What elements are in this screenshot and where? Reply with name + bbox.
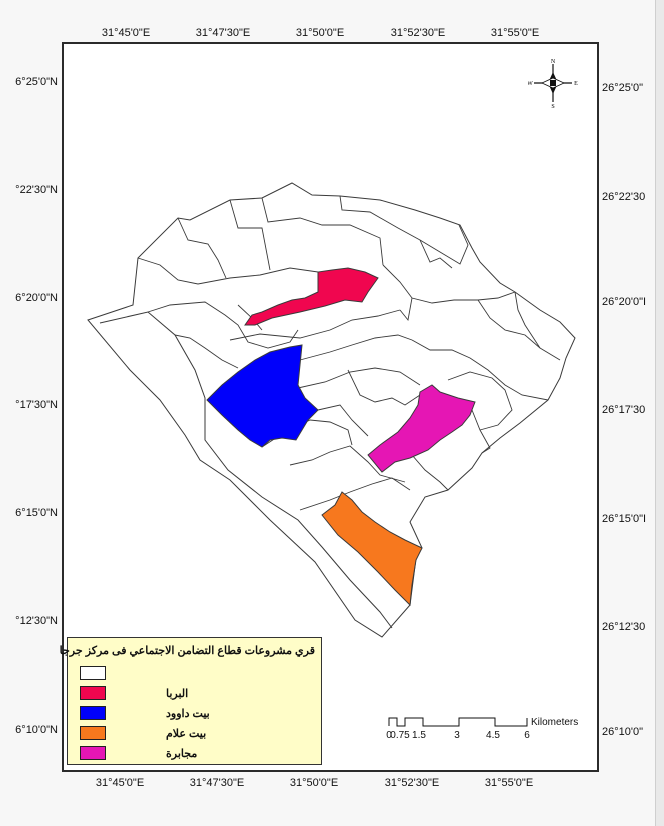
left-tick-7: 6°10'0"N — [15, 724, 58, 736]
legend-row-other — [80, 666, 316, 682]
legend-title: قري مشروعات قطاع التضامن الاجتماعي فى مر… — [59, 645, 315, 657]
compass-s: S — [551, 104, 554, 108]
scale-label-0: 0 — [386, 730, 392, 741]
legend-swatch-beit-allam — [80, 726, 106, 740]
bottom-tick-5: 31°55'0"E — [484, 777, 534, 789]
legend-row-beit-allam: بيت علام — [80, 726, 316, 742]
page-edge — [655, 0, 664, 826]
scale-unit: Kilometers — [531, 717, 579, 728]
legend-swatch-other — [80, 666, 106, 680]
legend-swatch-albarba — [80, 686, 106, 700]
compass-e: E — [574, 81, 578, 87]
legend-label-beit-allam: بيت علام — [166, 728, 207, 740]
legend-label-mujabra: مجابرة — [166, 748, 198, 760]
left-tick-2: °22'30"N — [15, 184, 58, 196]
legend-row-albarba: البربا — [80, 686, 316, 702]
legend-swatch-mujabra — [80, 746, 106, 760]
top-tick-4: 31°52'30"E — [390, 27, 446, 39]
district-outline — [87, 182, 576, 638]
scale-label-4: 4.5 — [486, 730, 500, 741]
scale-bar: Kilometers 0 0.75 1.5 3 4.5 6 — [385, 712, 595, 742]
left-tick-6: °12'30"N — [15, 615, 58, 627]
legend-row-beit-dawood: بيت داوود — [80, 706, 316, 722]
left-tick-3: 6°20'0"N — [15, 292, 58, 304]
top-tick-5: 31°55'0"E — [490, 27, 540, 39]
left-tick-4: °17'30"N — [15, 399, 58, 411]
left-tick-1: 6°25'0"N — [15, 76, 58, 88]
bottom-tick-1: 31°45'0"E — [95, 777, 145, 789]
compass-w: W — [528, 81, 533, 87]
top-tick-3: 31°50'0"E — [295, 27, 345, 39]
right-tick-1: 26°25'0" — [602, 82, 643, 94]
legend-label-beit-dawood: بيت داوود — [166, 708, 210, 720]
village-mujabra — [367, 384, 476, 473]
village-boundaries — [137, 195, 561, 511]
top-tick-2: 31°47'30"E — [195, 27, 251, 39]
bottom-tick-3: 31°50'0"E — [289, 777, 339, 789]
right-tick-6: 26°12'30 — [602, 621, 646, 633]
scale-label-3: 3 — [454, 730, 460, 741]
right-tick-5: 26°15'0"I — [602, 513, 647, 525]
bottom-tick-2: 31°47'30"E — [189, 777, 245, 789]
scale-label-2: 1.5 — [412, 730, 426, 741]
compass-n: N — [551, 59, 556, 65]
legend-row-mujabra: مجابرة — [80, 746, 316, 762]
top-tick-1: 31°45'0"E — [101, 27, 151, 39]
bottom-tick-4: 31°52'30"E — [384, 777, 440, 789]
map-legend: قري مشروعات قطاع التضامن الاجتماعي فى مر… — [60, 637, 322, 765]
village-albarba — [244, 267, 379, 326]
right-tick-3: 26°20'0"I — [602, 296, 647, 308]
right-tick-7: 26°10'0" — [602, 726, 643, 738]
north-arrow-icon: N S E W — [528, 59, 578, 108]
right-tick-4: 26°17'30 — [602, 404, 646, 416]
scale-label-5: 6 — [524, 730, 530, 741]
legend-label-albarba: البربا — [166, 688, 189, 700]
village-beit-allam — [321, 491, 423, 607]
legend-swatch-beit-dawood — [80, 706, 106, 720]
right-tick-2: 26°22'30 — [602, 191, 646, 203]
scale-label-1: 0.75 — [390, 730, 410, 741]
scale-bar-graphic — [388, 717, 528, 727]
left-tick-5: 6°15'0"N — [15, 507, 58, 519]
village-beit-dawood — [206, 344, 319, 448]
